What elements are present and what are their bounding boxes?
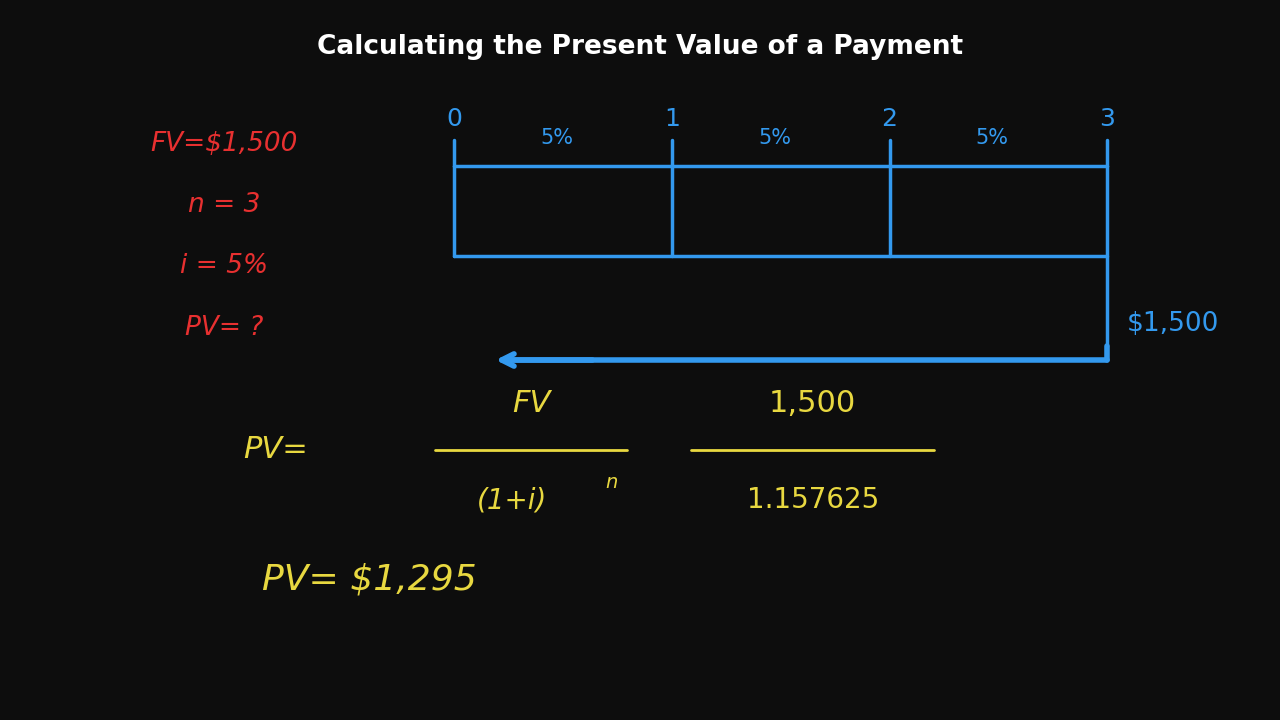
Text: 5%: 5% [540, 127, 573, 148]
Text: 0: 0 [447, 107, 462, 131]
Text: PV=: PV= [243, 436, 308, 464]
Text: 5%: 5% [975, 127, 1009, 148]
Text: Calculating the Present Value of a Payment: Calculating the Present Value of a Payme… [317, 34, 963, 60]
Text: 1,500: 1,500 [769, 389, 856, 418]
Text: 1: 1 [664, 107, 680, 131]
Text: 2: 2 [882, 107, 897, 131]
Text: n = 3: n = 3 [188, 192, 260, 218]
Text: (1+i): (1+i) [477, 487, 547, 514]
Text: 5%: 5% [758, 127, 791, 148]
Text: PV= $1,295: PV= $1,295 [262, 562, 477, 597]
Text: i = 5%: i = 5% [180, 253, 268, 279]
Text: $1,500: $1,500 [1126, 311, 1219, 337]
Text: PV= ?: PV= ? [184, 315, 264, 341]
Text: FV: FV [512, 389, 550, 418]
Text: FV=$1,500: FV=$1,500 [150, 131, 298, 157]
Text: n: n [605, 473, 618, 492]
Text: 3: 3 [1100, 107, 1115, 131]
Text: 1.157625: 1.157625 [746, 487, 879, 514]
